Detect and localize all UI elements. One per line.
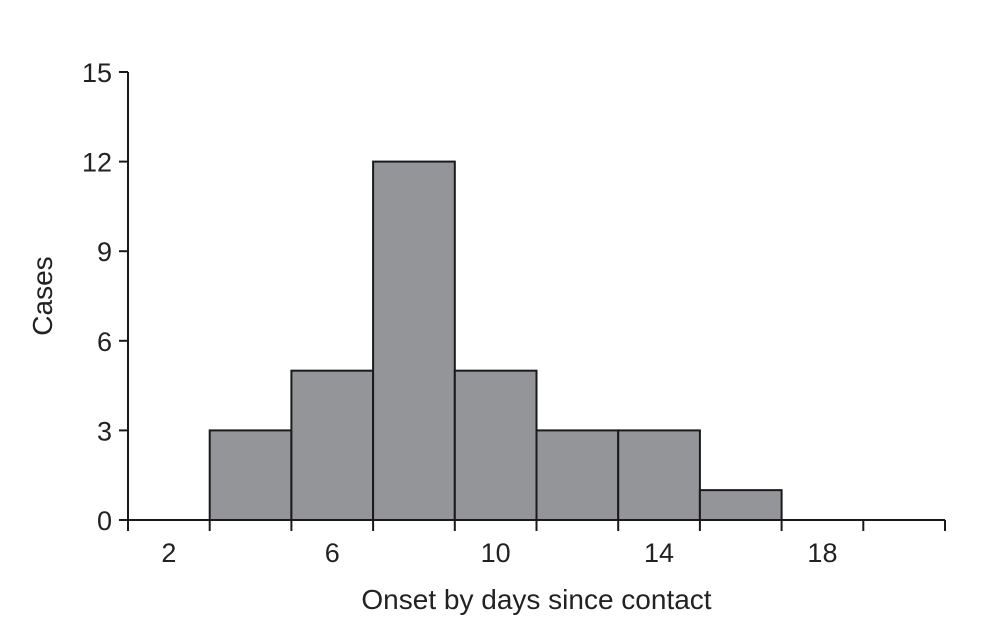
y-axis-title: Cases: [27, 256, 58, 335]
x-tick-label-14: 14: [644, 538, 674, 568]
histogram-bar-15-17: [698, 489, 783, 521]
y-tick-label-15: 15: [82, 58, 112, 88]
histogram-bar-11-13: [535, 429, 620, 521]
y-tick-label-9: 9: [97, 237, 112, 267]
histogram-bar-3-5: [208, 429, 293, 521]
y-tick-label-12: 12: [82, 148, 112, 178]
x-tick-label-2: 2: [161, 538, 176, 568]
x-tick-label-10: 10: [481, 538, 511, 568]
histogram-bar-9-11: [453, 369, 538, 521]
ticks-layer: 0 3 6 9 12 15 2 6 10 14 18: [82, 58, 946, 568]
histogram-bar-13-15: [617, 429, 701, 521]
y-tick-label-3: 3: [97, 416, 112, 446]
x-tick-label-18: 18: [807, 538, 837, 568]
x-axis-title: Onset by days since contact: [361, 584, 711, 615]
bars-layer: [208, 160, 783, 521]
y-tick-label-6: 6: [97, 327, 112, 357]
x-tick-label-6: 6: [325, 538, 340, 568]
y-tick-label-0: 0: [97, 506, 112, 536]
histogram-bar-7-9: [372, 160, 456, 521]
histogram-bar-5-7: [290, 369, 375, 521]
